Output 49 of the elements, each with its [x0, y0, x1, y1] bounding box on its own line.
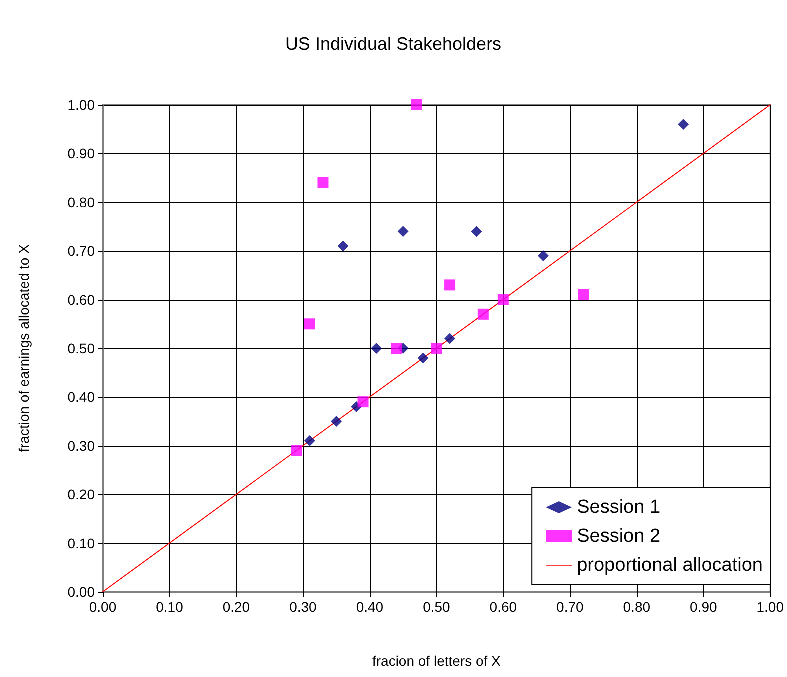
chart-title: US Individual Stakeholders — [285, 34, 502, 54]
y-tick-label: 0.40 — [68, 389, 96, 406]
y-tick-label: 0.70 — [68, 243, 96, 260]
point — [418, 352, 429, 364]
x-axis-title: fracion of letters of X — [372, 653, 502, 669]
point — [538, 250, 549, 262]
point — [371, 343, 382, 354]
legend-label: Session 1 — [577, 497, 661, 518]
x-tick-label: 0.70 — [556, 599, 584, 615]
point — [411, 100, 422, 110]
point — [678, 118, 690, 130]
point — [431, 343, 442, 354]
point — [318, 177, 329, 188]
point — [578, 289, 590, 300]
x-tick-label: 0.80 — [623, 599, 651, 615]
legend-label: Session 2 — [577, 526, 661, 547]
point — [338, 240, 349, 252]
x-tick-label: 0.10 — [156, 599, 184, 615]
y-tick-label: 1.00 — [68, 97, 96, 113]
x-tick-label: 0.00 — [89, 599, 117, 615]
x-tick-label: 0.50 — [423, 599, 451, 615]
y-tick-label: 0.10 — [68, 535, 96, 552]
point — [331, 416, 342, 428]
point — [304, 436, 316, 447]
x-tick-label: 0.90 — [690, 599, 718, 615]
x-tick-label: 0.40 — [356, 599, 384, 615]
point — [471, 226, 482, 238]
point — [304, 318, 316, 330]
y-tick-label: 0.80 — [68, 194, 96, 210]
y-tick-label: 0.30 — [68, 438, 96, 454]
point — [444, 280, 456, 291]
point — [358, 396, 369, 408]
y-axis-title: fraction of earnings allocated to X — [16, 244, 32, 452]
point — [398, 226, 409, 238]
x-tick-label: 0.30 — [290, 599, 318, 615]
point — [291, 445, 302, 456]
point — [498, 294, 509, 306]
x-tick-label: 0.20 — [222, 599, 250, 615]
x-tick-label: 0.60 — [490, 599, 518, 615]
y-tick-label: 0.00 — [68, 584, 96, 600]
x-tick-label: 1.00 — [756, 599, 784, 615]
point — [391, 343, 402, 354]
point — [478, 308, 489, 320]
y-tick-label: 0.50 — [68, 340, 96, 356]
y-tick-label: 0.60 — [68, 292, 96, 308]
legend-label: proportional allocation — [577, 555, 764, 576]
y-tick-label: 0.20 — [68, 486, 96, 503]
y-tick-label: 0.90 — [68, 146, 96, 162]
point — [444, 333, 456, 344]
